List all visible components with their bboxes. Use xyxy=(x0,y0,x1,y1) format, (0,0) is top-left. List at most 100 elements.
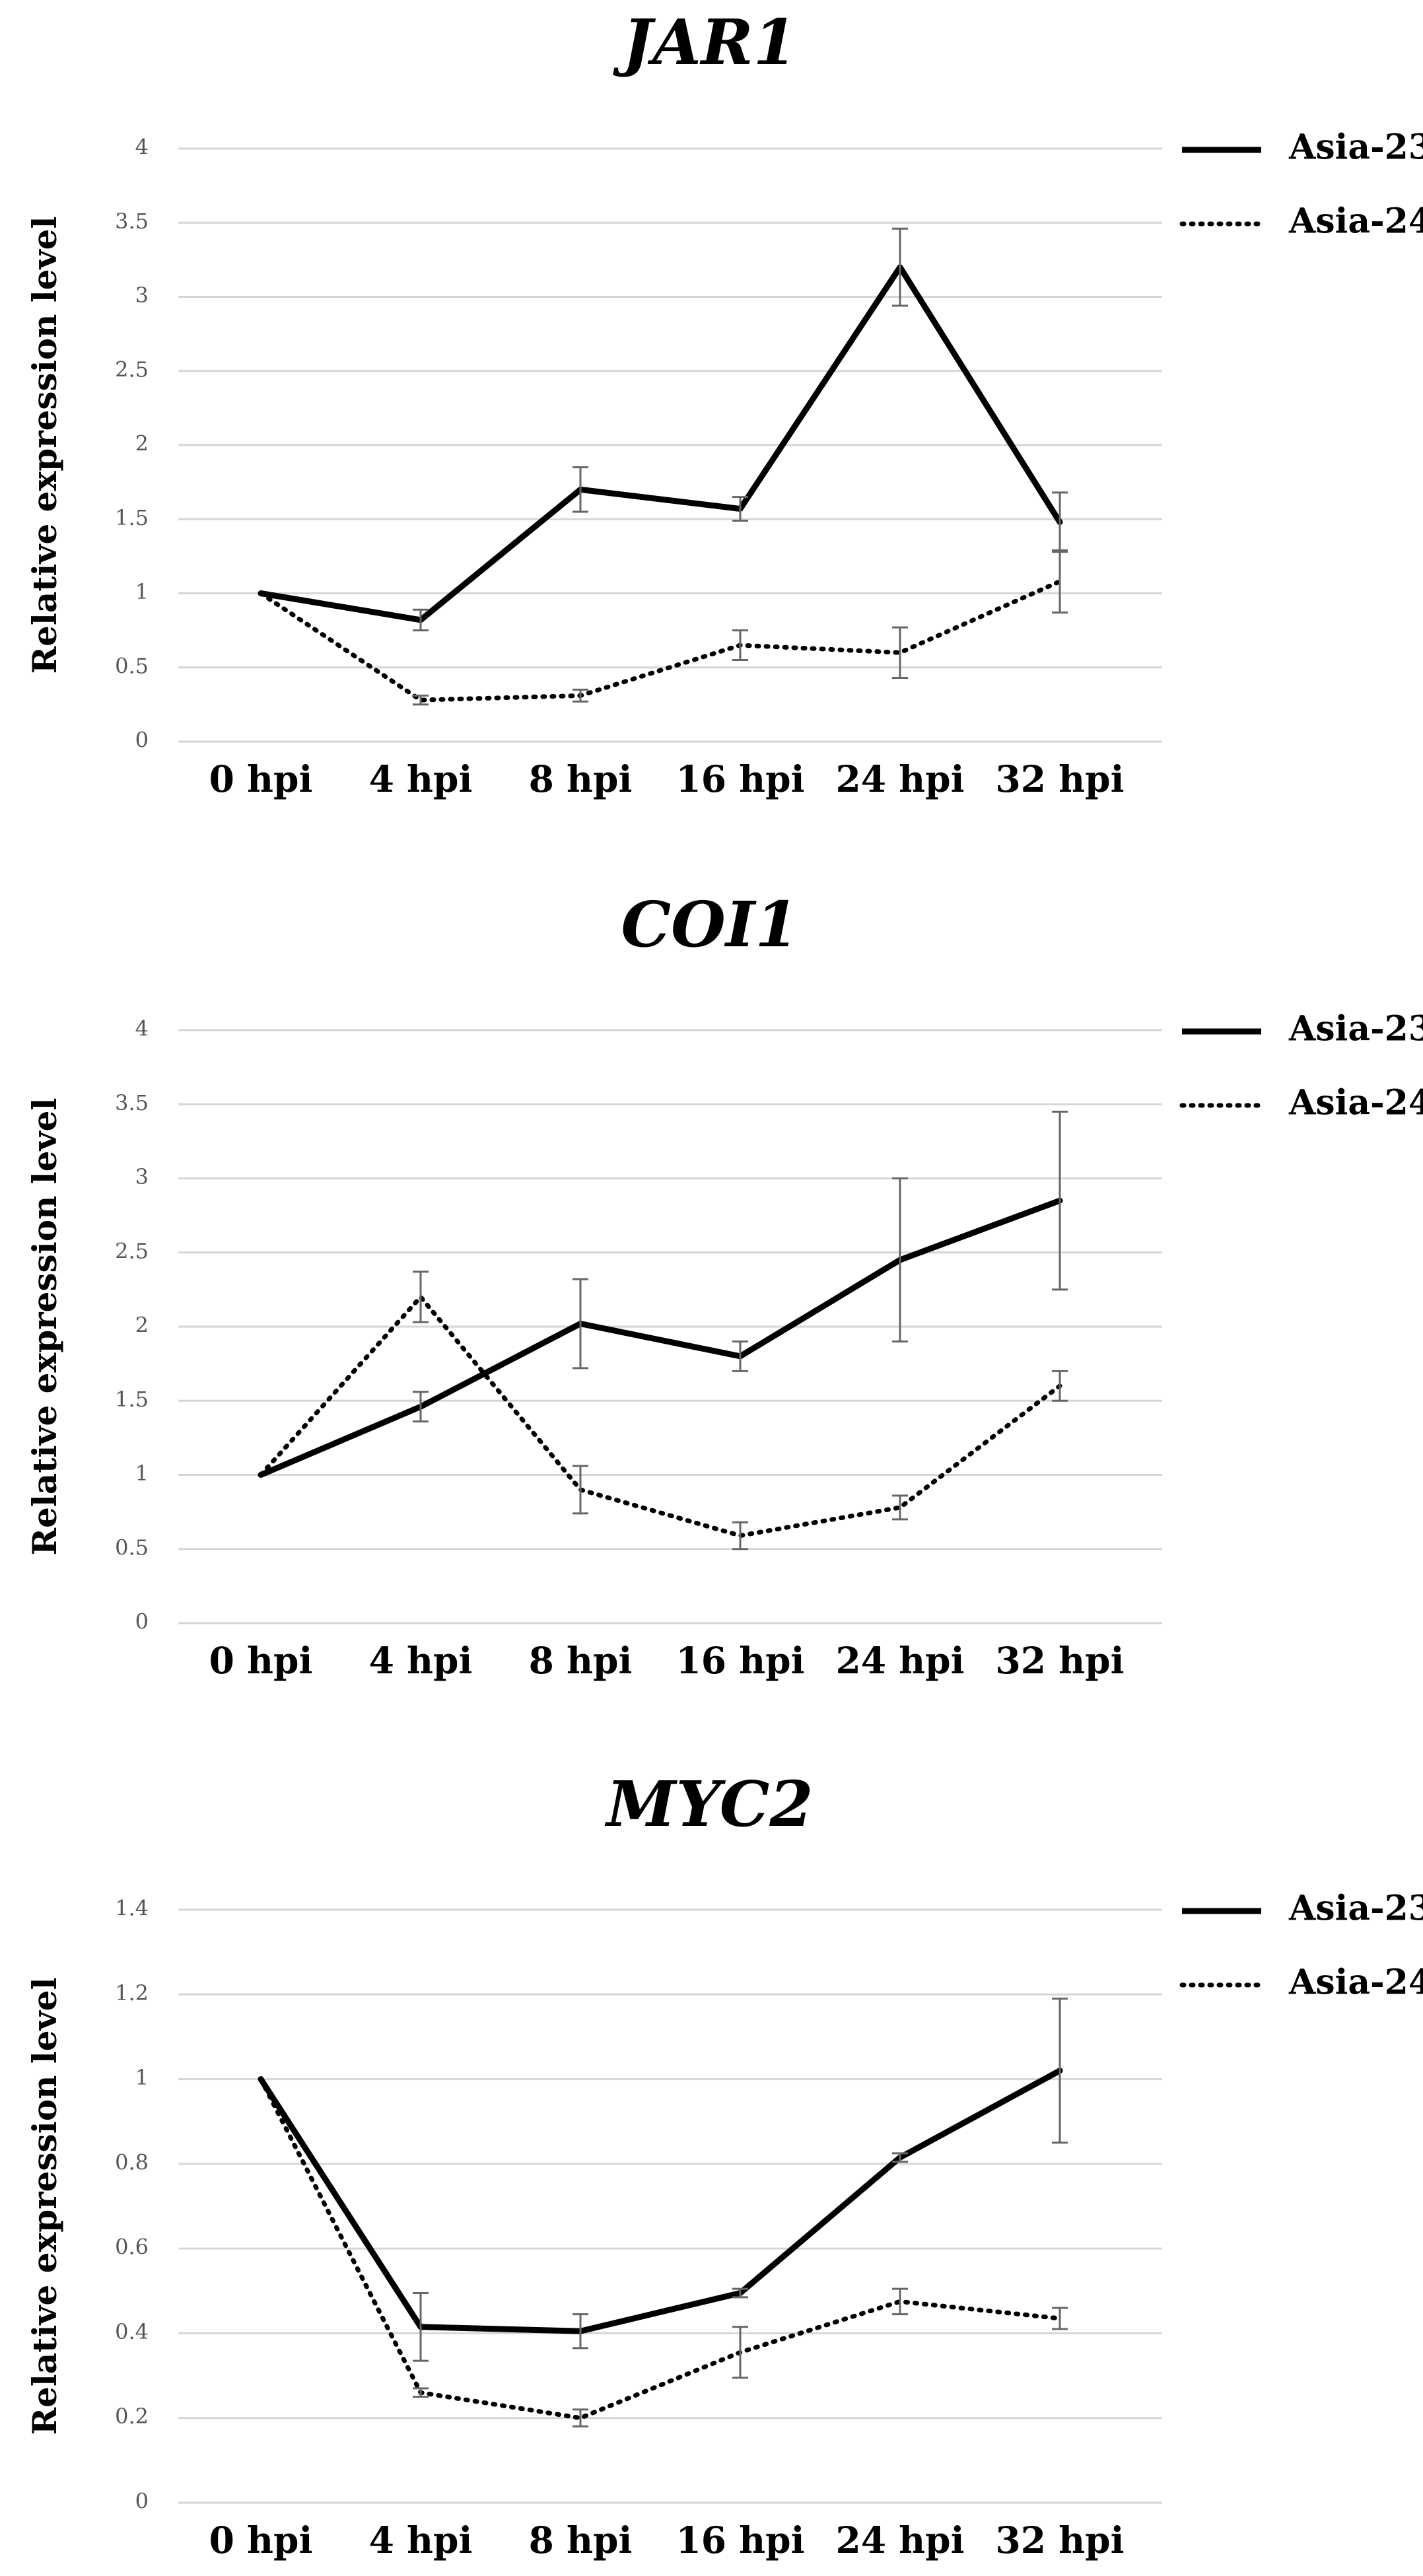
error-bar xyxy=(732,629,748,662)
series-line-asia-23 xyxy=(258,2068,1063,2334)
error-bar xyxy=(573,688,588,703)
error-bar xyxy=(413,2291,429,2362)
y-tick-label: 0.5 xyxy=(115,653,149,678)
y-axis-label: Relative expression level xyxy=(25,217,64,674)
chart-title: MYC2 xyxy=(604,1768,813,1841)
error-bar xyxy=(1052,491,1068,553)
error-bar xyxy=(892,626,908,679)
y-tick-label: 1.2 xyxy=(115,1980,149,2005)
y-tick-label: 3 xyxy=(135,1164,149,1189)
chart-panel-jar1: JAR1 0 0.5 1 1.5 2 2.5 3 3.5 4 Relative expression… xyxy=(25,6,1423,800)
error-bar xyxy=(892,1494,908,1521)
x-tick-label: 16 hpi xyxy=(676,757,804,800)
error-bar xyxy=(892,2152,908,2163)
error-bar xyxy=(732,2326,748,2379)
error-bar xyxy=(573,1465,588,1515)
legend-label: Asia-24 xyxy=(1288,1963,1423,2003)
y-tick-label: 2.5 xyxy=(115,357,149,382)
y-tick-label: 0.5 xyxy=(115,1535,149,1560)
legend-label: Asia-23 xyxy=(1288,1009,1423,1049)
y-tick-label: 4 xyxy=(135,1016,149,1041)
y-axis-label: Relative expression level xyxy=(25,1098,64,1556)
error-bar xyxy=(413,1271,429,1323)
error-bar xyxy=(732,1521,748,1550)
legend-item-asia-23: Asia-23 xyxy=(1182,127,1423,168)
y-tick-label: 0.6 xyxy=(115,2235,149,2260)
error-bar xyxy=(732,1340,748,1372)
y-tick-label: 2.5 xyxy=(115,1238,149,1263)
x-tick-label: 0 hpi xyxy=(209,757,313,800)
y-tick-label: 4 xyxy=(135,135,149,160)
y-tick-label: 1.5 xyxy=(115,1387,149,1412)
y-tick-label: 0.4 xyxy=(115,2319,149,2344)
x-tick-label: 4 hpi xyxy=(369,1639,473,1682)
x-tick-label: 24 hpi xyxy=(835,1639,964,1682)
legend-label: Asia-23 xyxy=(1288,127,1423,168)
series-line-asia-23 xyxy=(258,1197,1063,1478)
y-tick-label: 1 xyxy=(135,2065,149,2090)
series-line-asia-24 xyxy=(258,1294,1062,1539)
y-axis-label: Relative expression level xyxy=(25,1978,64,2435)
legend-label: Asia-24 xyxy=(1288,1083,1423,1123)
legend-item-asia-24: Asia-24 xyxy=(1179,201,1423,242)
x-tick-label: 0 hpi xyxy=(209,1639,313,1682)
y-tick-label: 0 xyxy=(135,728,149,753)
error-bar xyxy=(573,2313,588,2350)
error-bar xyxy=(892,2287,908,2316)
y-tick-label: 3.5 xyxy=(115,1090,149,1115)
error-bar xyxy=(413,1391,429,1423)
y-tick-label: 2 xyxy=(135,1313,149,1338)
chart-title: COI1 xyxy=(621,888,799,961)
x-tick-label: 4 hpi xyxy=(369,2519,473,2561)
legend-label: Asia-24 xyxy=(1288,201,1423,242)
error-bar xyxy=(1052,1110,1068,1291)
x-tick-label: 32 hpi xyxy=(995,2519,1124,2561)
legend-item-asia-24: Asia-24 xyxy=(1179,1963,1423,2003)
legend-item-asia-23: Asia-23 xyxy=(1182,1009,1423,1049)
y-tick-label: 1 xyxy=(135,1461,149,1486)
error-bar xyxy=(573,2408,588,2428)
x-tick-label: 24 hpi xyxy=(835,2519,964,2561)
error-bar xyxy=(1052,549,1068,614)
x-tick-label: 16 hpi xyxy=(676,1639,804,1682)
legend-item-asia-23: Asia-23 xyxy=(1182,1889,1423,1929)
series-line-asia-24 xyxy=(258,2077,1062,2421)
x-tick-label: 24 hpi xyxy=(835,757,964,800)
x-tick-label: 8 hpi xyxy=(529,2519,633,2561)
x-tick-label: 8 hpi xyxy=(529,1639,633,1682)
chart-title: JAR1 xyxy=(613,6,797,79)
x-tick-label: 8 hpi xyxy=(529,757,633,800)
legend-label: Asia-23 xyxy=(1288,1889,1423,1929)
error-bar xyxy=(892,227,908,307)
y-tick-label: 0 xyxy=(135,2489,149,2514)
x-tick-label: 32 hpi xyxy=(995,1639,1124,1682)
series-line-asia-24 xyxy=(258,579,1062,703)
y-tick-label: 0.8 xyxy=(115,2149,149,2175)
error-bar xyxy=(892,1177,908,1342)
error-bar xyxy=(1052,1998,1068,2144)
chart-panel-coi1: COI1 0 0.5 1 1.5 2 2.5 3 3.5 4 Relative expression… xyxy=(25,888,1423,1682)
error-bar xyxy=(1052,1370,1068,1402)
error-bar xyxy=(573,1278,588,1370)
error-bar xyxy=(732,496,748,522)
error-bar xyxy=(413,608,429,632)
y-tick-label: 1 xyxy=(135,579,149,604)
y-tick-label: 0 xyxy=(135,1609,149,1634)
x-tick-label: 16 hpi xyxy=(676,2519,804,2561)
error-bar xyxy=(732,2287,748,2299)
y-tick-label: 1.5 xyxy=(115,505,149,530)
y-tick-label: 1.4 xyxy=(115,1896,149,1921)
chart-panel-myc2: MYC2 0 0.2 0.4 0.6 0.8 1 1.2 1.4 Relative express… xyxy=(25,1768,1423,2561)
error-bar xyxy=(413,2387,429,2398)
y-tick-label: 3 xyxy=(135,283,149,308)
y-tick-label: 3.5 xyxy=(115,209,149,234)
x-tick-label: 0 hpi xyxy=(209,2519,313,2561)
x-tick-label: 4 hpi xyxy=(369,757,473,800)
y-tick-label: 0.2 xyxy=(115,2404,149,2429)
x-tick-label: 32 hpi xyxy=(995,757,1124,800)
y-tick-label: 2 xyxy=(135,431,149,456)
error-bar xyxy=(573,466,588,513)
error-bar xyxy=(413,694,429,706)
error-bar xyxy=(1052,2307,1068,2330)
